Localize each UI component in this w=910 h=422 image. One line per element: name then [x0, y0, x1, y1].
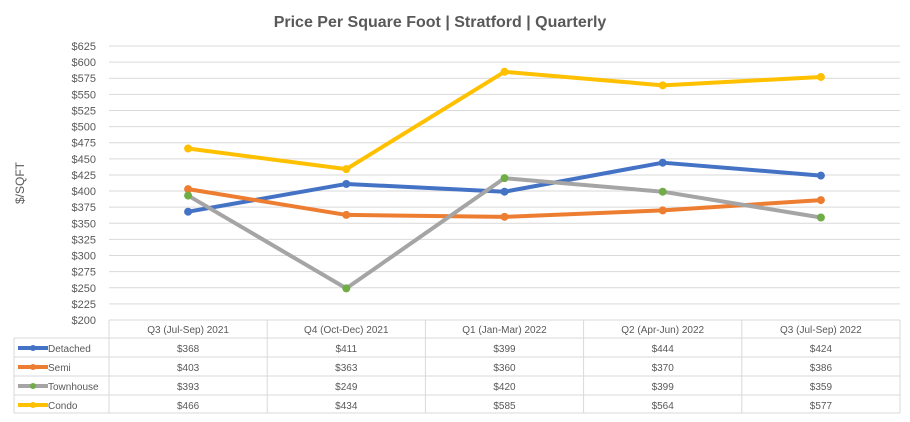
data-point: [184, 144, 193, 153]
x-category-label: Q4 (Oct-Dec) 2021: [304, 325, 389, 336]
table-cell-value: $403: [177, 363, 200, 374]
data-point: [184, 207, 193, 216]
y-tick-label: $475: [72, 138, 96, 150]
y-tick-label: $325: [72, 234, 96, 246]
data-point: [342, 165, 351, 174]
table-cell-value: $444: [652, 344, 675, 355]
table-cell-value: $368: [177, 344, 200, 355]
y-tick-label: $350: [72, 218, 96, 230]
y-tick-label: $300: [72, 251, 96, 263]
table-cell-value: $411: [336, 344, 358, 355]
legend-label: Condo: [48, 401, 78, 412]
y-tick-label: $275: [72, 267, 96, 279]
data-point: [500, 67, 509, 76]
table-cell-value: $420: [493, 382, 516, 393]
data-point: [658, 81, 667, 90]
y-tick-label: $625: [72, 41, 96, 53]
table-cell-value: $359: [810, 382, 833, 393]
data-point: [658, 206, 667, 215]
table-cell-value: $386: [810, 363, 833, 374]
x-category-label: Q3 (Jul-Sep) 2021: [147, 325, 229, 336]
data-point: [816, 196, 825, 205]
x-category-label: Q1 (Jan-Mar) 2022: [462, 325, 547, 336]
data-point: [500, 212, 509, 221]
table-cell-value: $424: [810, 344, 833, 355]
y-tick-label: $500: [72, 122, 96, 134]
y-axis-label: $/SQFT: [13, 161, 27, 204]
y-tick-label: $250: [72, 283, 96, 295]
y-tick-label: $550: [72, 89, 96, 101]
table-cell-value: $370: [652, 363, 675, 374]
legend-key-marker: [30, 345, 36, 351]
y-tick-label: $200: [72, 315, 96, 327]
data-point: [658, 187, 667, 196]
table-cell-value: $399: [652, 382, 675, 393]
x-category-label: Q3 (Jul-Sep) 2022: [780, 325, 862, 336]
y-tick-label: $375: [72, 202, 96, 214]
series-semi: [184, 185, 825, 221]
table-cell-value: $399: [493, 344, 516, 355]
data-point: [500, 174, 509, 183]
y-tick-label: $450: [72, 154, 96, 166]
legend-label: Detached: [48, 344, 91, 355]
table-cell-value: $585: [493, 401, 516, 412]
y-tick-label: $575: [72, 73, 96, 85]
y-tick-label: $425: [72, 170, 96, 182]
data-point: [816, 72, 825, 81]
data-point: [342, 284, 351, 293]
data-point: [342, 179, 351, 188]
table-cell-value: $577: [810, 401, 833, 412]
data-point: [500, 187, 509, 196]
table-cell-value: $360: [493, 363, 516, 374]
legend-label: Semi: [48, 363, 71, 374]
y-tick-label: $525: [72, 105, 96, 117]
y-tick-label: $400: [72, 186, 96, 198]
data-point: [658, 158, 667, 167]
legend-label: Townhouse: [48, 382, 99, 393]
series-townhouse: [184, 174, 825, 293]
data-point: [184, 191, 193, 200]
series-line: [186, 69, 823, 172]
legend-key-marker: [30, 364, 36, 370]
data-point: [184, 185, 193, 194]
table-cell-value: $466: [177, 401, 200, 412]
table-cell-value: $434: [335, 401, 358, 412]
data-point: [816, 213, 825, 222]
chart-title: Price Per Square Foot | Stratford | Quar…: [274, 14, 607, 31]
y-tick-label: $600: [72, 57, 96, 69]
y-tick-label: $225: [72, 299, 96, 311]
legend-key-marker: [30, 402, 36, 408]
table-cell-value: $393: [177, 382, 200, 393]
data-point: [342, 210, 351, 219]
table-cell-value: $564: [652, 401, 675, 412]
x-category-label: Q2 (Apr-Jun) 2022: [621, 325, 704, 336]
data-point: [816, 171, 825, 180]
series-detached: [184, 158, 825, 216]
legend-key-marker: [30, 383, 36, 389]
series-condo: [184, 67, 825, 174]
table-cell-value: $249: [335, 382, 358, 393]
table-cell-value: $363: [335, 363, 358, 374]
